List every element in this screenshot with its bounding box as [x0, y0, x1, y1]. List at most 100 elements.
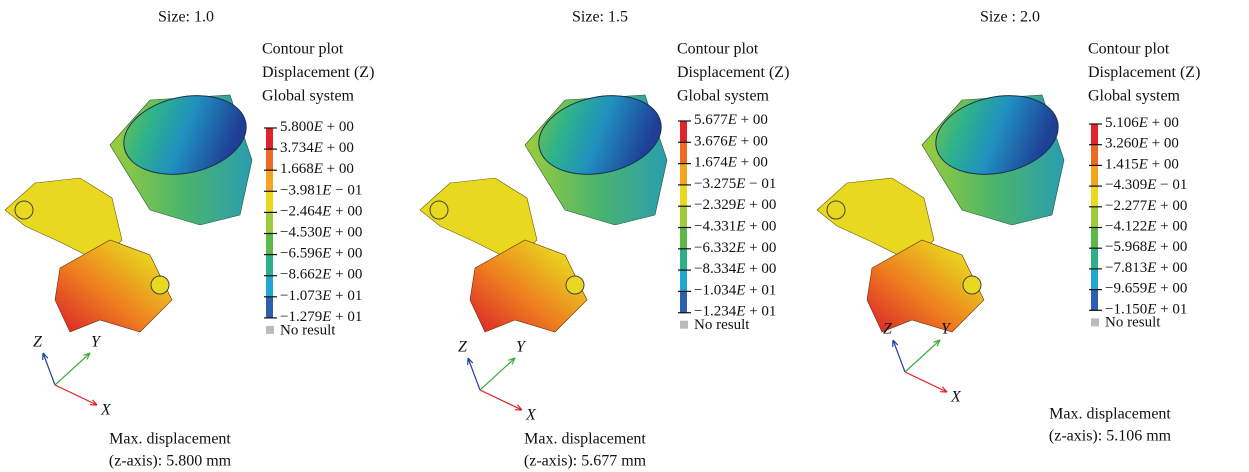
axis-label: Y — [91, 334, 102, 351]
colorbar-segment — [266, 191, 273, 213]
colorbar-segment — [266, 234, 273, 256]
colorbar-segment — [266, 297, 273, 319]
axis-arrow — [480, 390, 522, 410]
colorbar-segment — [680, 228, 687, 250]
axis-label: Z — [883, 321, 893, 338]
legend-label: 5.677E + 00 — [694, 112, 768, 128]
legend-label: −8.662E + 00 — [280, 267, 362, 283]
colorbar-segment — [1091, 290, 1098, 311]
legend-title: Contour plot — [262, 41, 344, 58]
colorbar-segment — [680, 185, 687, 207]
max-displacement: (z-axis): 5.800 mm — [109, 453, 232, 470]
legend-title: Global system — [262, 88, 355, 105]
axis-arrow — [905, 372, 947, 392]
colorbar-segment — [1091, 145, 1098, 166]
facet — [430, 201, 448, 219]
no-result: No result — [280, 322, 336, 338]
axis-label: X — [950, 389, 962, 406]
max-displacement: Max. displacement — [1049, 406, 1171, 423]
max-displacement: (z-axis): 5.106 mm — [1049, 428, 1172, 445]
colorbar-segment — [266, 128, 273, 150]
colorbar-segment — [680, 249, 687, 271]
colorbar-segment — [1091, 228, 1098, 249]
legend-title: Contour plot — [1088, 41, 1170, 58]
colorbar-segment — [680, 121, 687, 143]
no-result: No result — [694, 317, 750, 333]
legend-label: −6.596E + 00 — [280, 246, 362, 262]
axis-label: Z — [33, 334, 43, 351]
max-displacement: Max. displacement — [524, 431, 646, 448]
facet — [15, 201, 33, 219]
axis-arrow — [55, 353, 90, 385]
colorbar-segment — [266, 276, 273, 298]
legend-label: −9.659E + 00 — [1105, 281, 1187, 297]
legend-label: −6.332E + 00 — [694, 240, 776, 256]
colorbar-segment — [266, 149, 273, 171]
colorbar-segment — [680, 291, 687, 313]
legend-label: 1.668E + 00 — [280, 162, 354, 178]
axis-arrow — [468, 358, 480, 390]
colorbar-segment — [680, 206, 687, 228]
legend-label: −4.530E + 00 — [280, 225, 362, 241]
legend-title: Displacement (Z) — [262, 64, 374, 81]
no-result: No result — [1105, 315, 1161, 331]
no-result-swatch — [680, 321, 688, 329]
legend-label: 3.676E + 00 — [694, 134, 768, 150]
axis-arrow — [893, 340, 905, 372]
figure: Size: 1.0 Contour plot Displacement (Z) Glo… — [0, 0, 1249, 472]
vertebra-model — [420, 85, 669, 332]
axis-arrow — [55, 385, 97, 405]
axis-arrow — [480, 358, 515, 390]
colorbar-segment — [1091, 124, 1098, 145]
legend-title: Displacement (Z) — [677, 64, 789, 81]
no-result-swatch — [266, 326, 274, 334]
axis-arrow — [905, 340, 940, 372]
legend-label: −5.968E + 00 — [1105, 240, 1187, 256]
colorbar-segment — [680, 270, 687, 292]
colorbar-segment — [266, 212, 273, 234]
colorbar-segment — [1091, 207, 1098, 228]
axis-label: Y — [516, 339, 527, 356]
facet — [151, 276, 169, 294]
size-label: Size: 1.0 — [158, 9, 214, 26]
legend-label: −1.034E + 01 — [694, 283, 776, 299]
no-result-swatch — [1091, 318, 1099, 326]
legend-label: −7.813E + 00 — [1105, 260, 1187, 276]
legend-label: −2.329E + 00 — [694, 198, 776, 214]
legend-label: 1.674E + 00 — [694, 155, 768, 171]
axis-label: X — [525, 407, 537, 424]
facet — [566, 276, 584, 294]
axis-label: Z — [458, 339, 468, 356]
legend-label: −4.309E − 01 — [1105, 178, 1187, 194]
legend-title: Global system — [677, 88, 770, 105]
colorbar-segment — [1091, 248, 1098, 269]
max-displacement: (z-axis): 5.677 mm — [524, 453, 647, 470]
size-label: Size: 1.5 — [572, 9, 628, 26]
colorbar-segment — [680, 164, 687, 186]
legend-label: −4.331E + 00 — [694, 219, 776, 235]
legend-title: Contour plot — [677, 41, 759, 58]
vertebra-model — [5, 85, 254, 332]
colorbar-segment — [1091, 269, 1098, 290]
vertebra-model — [817, 85, 1066, 332]
legend-label: −2.277E + 00 — [1105, 198, 1187, 214]
legend-label: −4.122E + 00 — [1105, 219, 1187, 235]
legend-label: 5.106E + 00 — [1105, 115, 1179, 131]
colorbar-segment — [680, 142, 687, 164]
colorbar-segment — [266, 170, 273, 192]
legend-label: 3.260E + 00 — [1105, 136, 1179, 152]
facet — [963, 276, 981, 294]
legend-label: −2.464E + 00 — [280, 204, 362, 220]
colorbar-segment — [266, 255, 273, 277]
colorbar-segment — [1091, 186, 1098, 207]
legend-label: −3.981E − 01 — [280, 183, 362, 199]
legend-label: 1.415E + 00 — [1105, 157, 1179, 173]
legend-label: −1.073E + 01 — [280, 288, 362, 304]
axis-arrow — [43, 353, 55, 385]
colorbar-segment — [1091, 165, 1098, 186]
legend-label: −8.334E + 00 — [694, 262, 776, 278]
facet — [827, 201, 845, 219]
axis-label: X — [100, 402, 112, 419]
legend-title: Displacement (Z) — [1088, 64, 1200, 81]
legend-title: Global system — [1088, 88, 1181, 105]
